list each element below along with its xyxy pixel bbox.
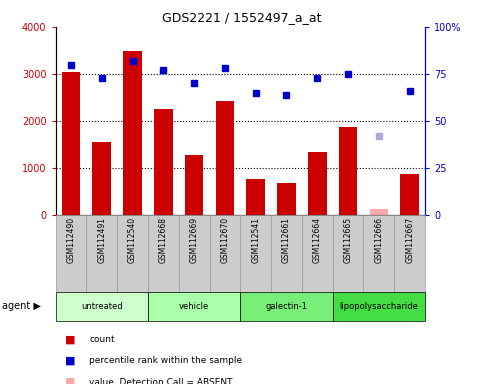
Bar (308, 152, 327, 215)
Bar (271, 215, 302, 292)
Bar (117, 215, 148, 292)
Bar (215, 101, 234, 215)
Bar (86, 215, 117, 292)
Text: galectin-1: galectin-1 (266, 302, 308, 311)
Bar (185, 155, 203, 215)
Text: percentile rank within the sample: percentile rank within the sample (89, 356, 242, 366)
Bar (210, 215, 240, 292)
Text: value, Detection Call = ABSENT: value, Detection Call = ABSENT (89, 377, 233, 384)
Bar (148, 215, 179, 292)
Text: GSM112669: GSM112669 (190, 217, 199, 263)
Text: lipopolysaccharide: lipopolysaccharide (340, 302, 418, 311)
Bar (179, 215, 210, 292)
Bar (333, 292, 425, 321)
Text: GSM112490: GSM112490 (67, 217, 75, 263)
Bar (246, 179, 265, 215)
Bar (240, 292, 333, 321)
Text: GSM112541: GSM112541 (251, 217, 260, 263)
Bar (240, 215, 271, 292)
Text: GSM112667: GSM112667 (405, 217, 414, 263)
Text: untreated: untreated (81, 302, 123, 311)
Bar (56, 292, 148, 321)
Bar (92, 142, 111, 215)
Text: GSM112661: GSM112661 (282, 217, 291, 263)
Bar (123, 51, 142, 215)
Bar (333, 215, 364, 292)
Text: GSM112665: GSM112665 (343, 217, 353, 263)
Bar (369, 209, 388, 215)
Text: GSM112666: GSM112666 (374, 217, 384, 263)
Bar (339, 127, 357, 215)
Text: ■: ■ (65, 356, 76, 366)
Text: GDS2221 / 1552497_a_at: GDS2221 / 1552497_a_at (162, 12, 321, 25)
Bar (394, 215, 425, 292)
Text: count: count (89, 335, 115, 344)
Text: GSM112540: GSM112540 (128, 217, 137, 263)
Text: agent ▶: agent ▶ (2, 301, 41, 311)
Bar (148, 292, 241, 321)
Bar (154, 109, 172, 215)
Text: GSM112668: GSM112668 (159, 217, 168, 263)
Bar (62, 71, 80, 215)
Bar (400, 174, 419, 215)
Bar (364, 215, 394, 292)
Text: ■: ■ (65, 377, 76, 384)
Text: ■: ■ (65, 335, 76, 345)
Bar (56, 215, 86, 292)
Bar (277, 183, 296, 215)
Bar (302, 215, 333, 292)
Text: GSM112670: GSM112670 (220, 217, 229, 263)
Text: GSM112664: GSM112664 (313, 217, 322, 263)
Text: GSM112491: GSM112491 (97, 217, 106, 263)
Text: vehicle: vehicle (179, 302, 209, 311)
